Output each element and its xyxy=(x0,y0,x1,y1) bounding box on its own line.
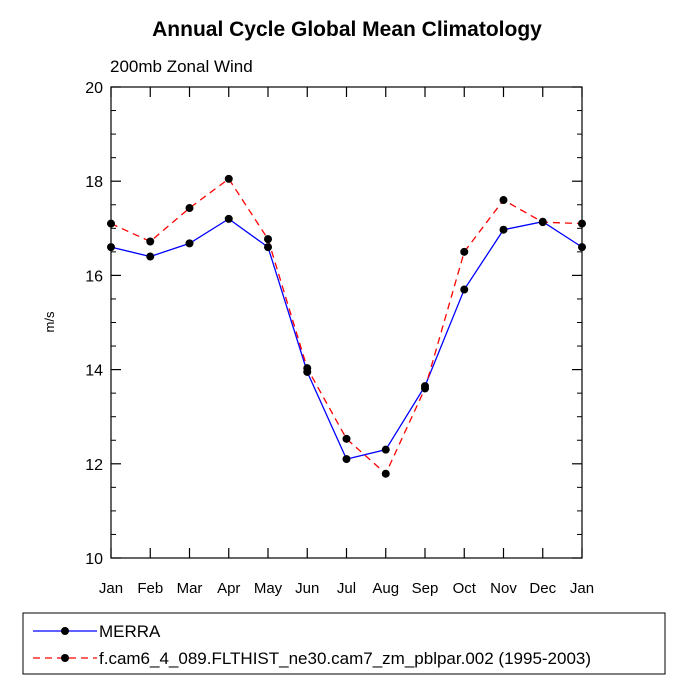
x-tick-label: Jan xyxy=(570,580,594,597)
x-tick-label: Nov xyxy=(490,580,517,597)
series-layer xyxy=(107,174,586,478)
x-tick-label: Feb xyxy=(137,580,163,597)
series-1-point xyxy=(578,219,586,228)
x-tick-label: Oct xyxy=(453,580,477,597)
y-tick-label: 14 xyxy=(85,363,103,380)
x-tick-label: Jul xyxy=(337,580,356,597)
series-line-0 xyxy=(110,218,583,460)
series-1-point xyxy=(303,364,312,373)
series-1-point xyxy=(460,247,469,256)
legend-box xyxy=(22,612,666,675)
legend-label-model: f.cam6_4_089.FLTHIST_ne30.cam7_zm_pblpar… xyxy=(99,649,591,668)
series-1-point xyxy=(538,218,547,227)
series-1-point xyxy=(342,434,351,443)
plot-frame xyxy=(110,86,583,559)
series-0-point xyxy=(342,455,351,464)
y-tick-label: 18 xyxy=(85,174,103,191)
x-tick-labels: Jan Feb Mar Apr May Jun Jul Aug Sep Oct Nov Dec Jan xyxy=(99,580,594,597)
series-0-point xyxy=(107,243,115,252)
x-tick-label: Mar xyxy=(177,580,203,597)
x-tick-label: Jan xyxy=(99,580,123,597)
series-0-point xyxy=(224,214,233,223)
series-0-point xyxy=(264,243,272,252)
legend-label-merra: MERRA xyxy=(99,622,161,641)
x-tick-label: Dec xyxy=(529,580,556,597)
series-0-point xyxy=(460,285,469,294)
series-0-point xyxy=(146,252,155,261)
y-tick-label: 10 xyxy=(85,551,103,568)
series-1-point xyxy=(146,237,155,246)
y-tick-label: 20 xyxy=(85,80,103,97)
series-1-point xyxy=(381,469,390,478)
x-tick-label: Apr xyxy=(217,580,240,597)
series-line-1 xyxy=(110,177,583,475)
y-tick-labels: 10 12 14 16 18 20 xyxy=(85,80,103,568)
y-tick-label: 12 xyxy=(85,457,103,474)
series-1-point xyxy=(224,174,233,183)
chart-title: Annual Cycle Global Mean Climatology xyxy=(152,18,542,41)
series-1-point xyxy=(107,219,115,228)
y-tick-label: 16 xyxy=(85,268,103,285)
x-tick-label: Aug xyxy=(372,580,399,597)
chart-subtitle: 200mb Zonal Wind xyxy=(110,57,253,76)
series-1-point xyxy=(185,204,194,213)
axis-ticks xyxy=(110,86,583,559)
x-tick-label: May xyxy=(254,580,283,597)
series-0-point xyxy=(578,243,586,252)
series-0-point xyxy=(185,239,194,248)
legend: MERRA f.cam6_4_089.FLTHIST_ne30.cam7_zm_… xyxy=(22,612,666,675)
series-1-point xyxy=(421,384,429,393)
y-axis-label: m/s xyxy=(42,311,57,332)
legend-marker-merra xyxy=(61,627,69,635)
series-1-point xyxy=(264,235,272,244)
series-0-point xyxy=(381,445,390,454)
x-tick-label: Sep xyxy=(412,580,439,597)
series-1-point xyxy=(499,196,508,205)
series-0-point xyxy=(499,225,508,234)
x-tick-label: Jun xyxy=(295,580,319,597)
legend-marker-model xyxy=(61,654,69,662)
